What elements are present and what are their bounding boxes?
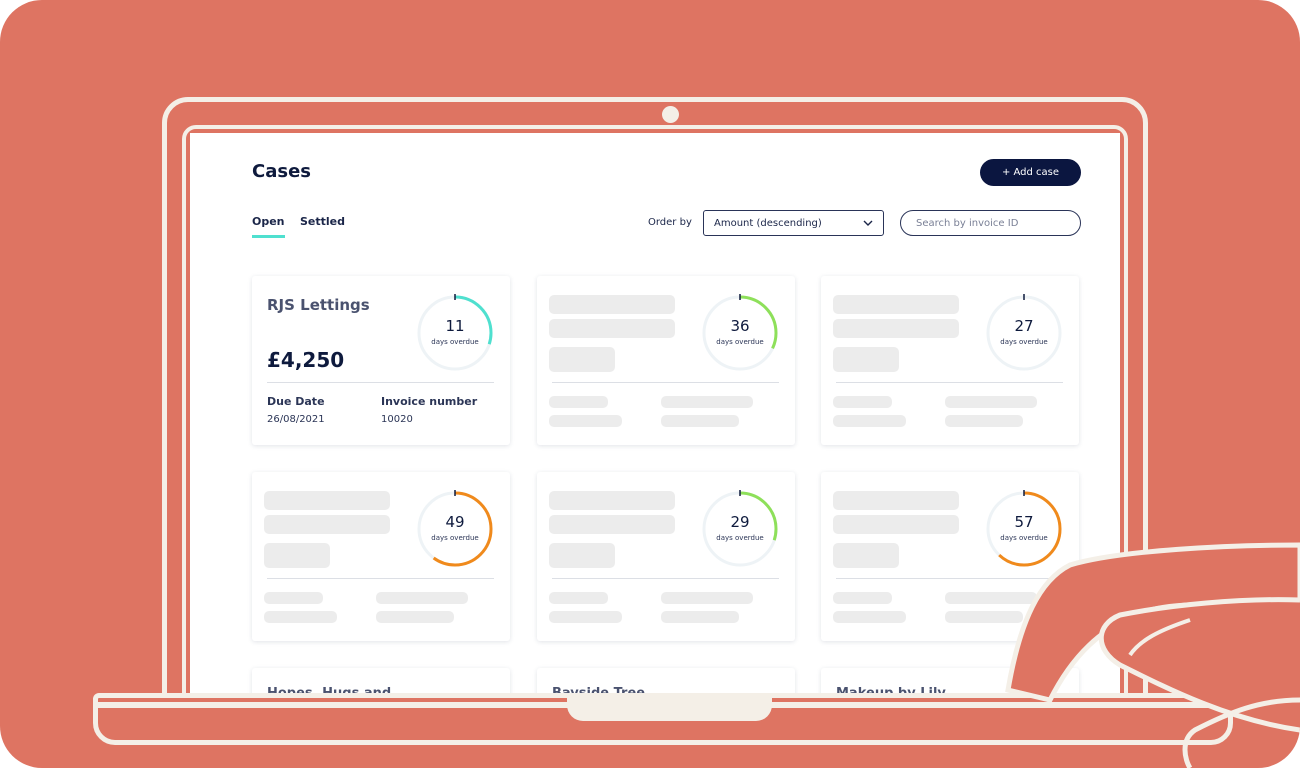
- add-case-button[interactable]: + Add case: [980, 159, 1081, 186]
- skeleton-placeholder: [549, 592, 608, 604]
- case-card[interactable]: Bayside Tree: [537, 668, 795, 695]
- skeleton-placeholder: [549, 543, 615, 568]
- divider: [836, 578, 1063, 579]
- overdue-ring: 36 days overdue: [700, 293, 780, 373]
- skeleton-placeholder: [661, 611, 739, 623]
- days-overdue-label: days overdue: [716, 338, 764, 346]
- skeleton-placeholder: [264, 515, 390, 534]
- days-overdue-count: 27: [1014, 317, 1034, 335]
- skeleton-placeholder: [945, 592, 1037, 604]
- skeleton-placeholder: [264, 611, 337, 623]
- skeleton-placeholder: [833, 415, 906, 427]
- days-overdue-label: days overdue: [1000, 534, 1048, 542]
- divider: [267, 578, 494, 579]
- case-card[interactable]: Hopes, Hugs and: [252, 668, 510, 695]
- case-name: RJS Lettings: [267, 296, 370, 314]
- overdue-ring: 49 days overdue: [415, 489, 495, 569]
- due-date-label: Due Date: [267, 395, 325, 408]
- skeleton-placeholder: [833, 592, 892, 604]
- tab-settled[interactable]: Settled: [300, 215, 346, 228]
- skeleton-placeholder: [833, 611, 906, 623]
- overdue-ring: 27 days overdue: [984, 293, 1064, 373]
- search-placeholder: Search by invoice ID: [916, 217, 1019, 229]
- skeleton-placeholder: [833, 396, 892, 408]
- skeleton-placeholder: [549, 295, 675, 314]
- case-card[interactable]: 27 days overdue: [821, 276, 1079, 445]
- due-date-value: 26/08/2021: [267, 414, 325, 425]
- skeleton-placeholder: [549, 515, 675, 534]
- skeleton-placeholder: [549, 396, 608, 408]
- days-overdue-count: 29: [730, 513, 750, 531]
- divider: [552, 578, 779, 579]
- skeleton-placeholder: [264, 543, 330, 568]
- order-by-label: Order by: [648, 217, 692, 228]
- overdue-ring: 29 days overdue: [700, 489, 780, 569]
- skeleton-placeholder: [945, 415, 1023, 427]
- order-by-select[interactable]: Amount (descending): [703, 210, 884, 236]
- skeleton-placeholder: [945, 396, 1037, 408]
- invoice-number-label: Invoice number: [381, 395, 478, 408]
- case-card[interactable]: RJS Lettings £4,250 Due Date 26/08/2021 …: [252, 276, 510, 445]
- days-overdue-label: days overdue: [716, 534, 764, 542]
- order-by-value: Amount (descending): [714, 217, 822, 229]
- skeleton-placeholder: [549, 491, 675, 510]
- skeleton-placeholder: [376, 611, 454, 623]
- skeleton-placeholder: [661, 415, 739, 427]
- skeleton-placeholder: [549, 611, 622, 623]
- invoice-number-value: 10020: [381, 414, 413, 425]
- days-overdue-label: days overdue: [431, 338, 479, 346]
- divider: [836, 382, 1063, 383]
- page-title: Cases: [252, 161, 311, 182]
- search-input[interactable]: Search by invoice ID: [900, 210, 1081, 236]
- skeleton-placeholder: [661, 592, 753, 604]
- case-card[interactable]: 49 days overdue: [252, 472, 510, 641]
- case-amount: £4,250: [267, 348, 345, 372]
- case-name: Bayside Tree: [552, 686, 646, 695]
- skeleton-placeholder: [549, 347, 615, 372]
- skeleton-placeholder: [376, 592, 468, 604]
- case-card[interactable]: 29 days overdue: [537, 472, 795, 641]
- skeleton-placeholder: [945, 611, 1023, 623]
- skeleton-placeholder: [833, 491, 959, 510]
- overdue-ring: 11 days overdue: [415, 293, 495, 373]
- skeleton-placeholder: [833, 347, 899, 372]
- skeleton-placeholder: [264, 491, 390, 510]
- skeleton-placeholder: [661, 396, 753, 408]
- days-overdue-label: days overdue: [431, 534, 479, 542]
- skeleton-placeholder: [549, 415, 622, 427]
- skeleton-placeholder: [833, 295, 959, 314]
- case-card[interactable]: 36 days overdue: [537, 276, 795, 445]
- case-name: Hopes, Hugs and: [267, 686, 392, 695]
- skeleton-placeholder: [833, 319, 959, 338]
- tab-open[interactable]: Open: [252, 215, 285, 238]
- skeleton-placeholder: [549, 319, 675, 338]
- skeleton-placeholder: [264, 592, 323, 604]
- chevron-down-icon: [863, 220, 873, 226]
- skeleton-placeholder: [833, 515, 959, 534]
- app-screen: Cases + Add case Open Settled Order by A…: [190, 133, 1120, 695]
- days-overdue-label: days overdue: [1000, 338, 1048, 346]
- days-overdue-count: 57: [1014, 513, 1034, 531]
- laptop-notch: [567, 693, 772, 721]
- divider: [552, 382, 779, 383]
- days-overdue-count: 11: [445, 317, 465, 335]
- divider: [267, 382, 494, 383]
- webcam-icon: [662, 106, 679, 123]
- days-overdue-count: 36: [730, 317, 750, 335]
- overdue-ring: 57 days overdue: [984, 489, 1064, 569]
- days-overdue-count: 49: [445, 513, 465, 531]
- case-name: Makeup by Lily: [836, 686, 946, 695]
- skeleton-placeholder: [833, 543, 899, 568]
